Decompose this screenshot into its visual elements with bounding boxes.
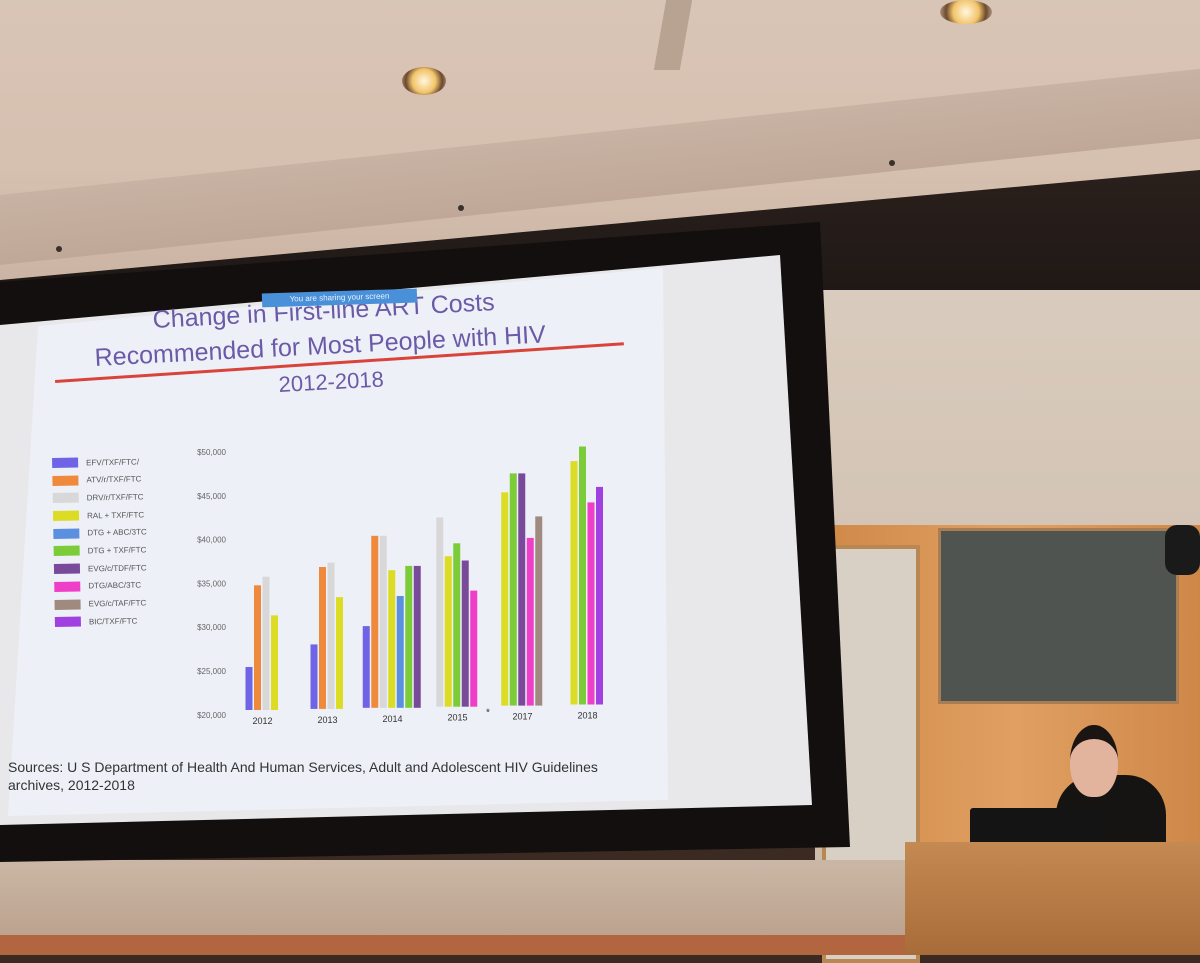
speaker-head	[1070, 725, 1118, 797]
sprinkler	[56, 246, 62, 252]
ceiling-light	[940, 0, 992, 24]
legend-item: EVG/c/TAF/FTC	[54, 595, 194, 611]
legend-swatch	[52, 475, 79, 486]
bar	[436, 517, 444, 707]
legend-label: EFV/TXF/FTC/	[86, 456, 140, 467]
legend-item: RAL + TXF/FTC	[52, 507, 193, 523]
bar	[379, 535, 387, 708]
y-tick-label: $45,000	[197, 492, 226, 501]
y-tick-label: $50,000	[197, 448, 226, 457]
sources-note: Sources: U S Department of Health And Hu…	[8, 758, 648, 794]
bar	[596, 486, 603, 705]
bar	[587, 502, 595, 705]
bar	[444, 556, 452, 707]
legend-label: EVG/c/TDF/FTC	[87, 562, 147, 574]
bar	[362, 626, 370, 708]
glass-window	[938, 528, 1179, 704]
legend-label: BIC/TXF/FTC	[88, 616, 138, 627]
x-tick-label: 2014	[382, 714, 402, 724]
bar	[570, 461, 578, 705]
bar	[245, 667, 253, 710]
bar	[509, 473, 517, 706]
legend-label: DTG + ABC/3TC	[87, 527, 147, 538]
bar	[271, 615, 278, 710]
bar	[470, 590, 478, 707]
bar	[388, 570, 396, 708]
x-tick-label: 2017	[512, 712, 532, 722]
sprinkler	[889, 160, 895, 166]
x-tick-label: 2012	[252, 716, 272, 726]
legend-label: DTG + TXF/FTC	[87, 545, 147, 556]
legend-item: DRV/r/TXF/FTC	[52, 489, 193, 505]
stage-trim	[0, 935, 930, 955]
bar	[461, 560, 469, 707]
bar	[405, 565, 413, 708]
legend-swatch	[53, 545, 80, 557]
legend-item: EVG/c/TDF/FTC	[53, 560, 194, 576]
bar	[396, 596, 404, 708]
ceiling-light	[402, 67, 446, 95]
bar	[310, 644, 318, 709]
y-tick-label: $35,000	[197, 579, 226, 588]
bar-chart: $50,000 $45,000 $40,000 $35,000 $30,000 $25,0…	[197, 446, 603, 726]
legend-item: ATV/r/TXF/FTC	[52, 471, 192, 487]
legend-swatch	[54, 599, 81, 610]
bar	[453, 543, 461, 707]
bar	[336, 597, 343, 709]
legend-label: ATV/r/TXF/FTC	[86, 474, 142, 485]
bar	[319, 567, 326, 709]
bar	[371, 535, 379, 708]
chart-annotation: *	[486, 708, 490, 719]
chart-legend: EFV/TXF/FTC/ATV/r/TXF/FTC DRV/r/TXF/FTC RA…	[52, 454, 195, 633]
legend-label: RAL + TXF/FTC	[86, 509, 145, 520]
slide-title-line3: 2012-2018	[278, 366, 385, 397]
legend-label: DRV/r/TXF/FTC	[86, 492, 144, 503]
y-tick-label: $20,000	[197, 711, 226, 720]
legend-swatch	[53, 563, 81, 575]
legend-swatch	[52, 510, 80, 522]
bar	[526, 537, 534, 706]
legend-swatch	[52, 492, 79, 504]
legend-swatch	[53, 528, 80, 539]
laptop	[970, 808, 1105, 846]
y-tick-label: $30,000	[197, 623, 226, 632]
x-tick-label: 2015	[447, 713, 467, 723]
legend-item: DTG/ABC/3TC	[54, 577, 194, 593]
legend-label: EVG/c/TAF/FTC	[88, 598, 147, 609]
bar	[254, 585, 261, 710]
y-tick-label: $25,000	[197, 667, 226, 676]
x-tick-label: 2018	[577, 711, 597, 721]
bar	[518, 473, 526, 706]
sprinkler	[458, 205, 464, 211]
camera-icon	[1165, 525, 1200, 575]
bar	[413, 565, 421, 708]
sources-line2: archives, 2012-2018	[8, 777, 135, 793]
bar	[262, 576, 270, 710]
podium	[905, 842, 1200, 955]
bar	[535, 516, 543, 706]
legend-item: BIC/TXF/FTC	[54, 613, 195, 629]
bar	[579, 446, 586, 705]
slide	[8, 268, 668, 816]
sources-line1: Sources: U S Department of Health And Hu…	[8, 759, 598, 775]
bar	[327, 562, 335, 709]
y-tick-label: $40,000	[197, 536, 226, 545]
legend-swatch	[52, 457, 79, 468]
legend-item: EFV/TXF/FTC/	[52, 454, 192, 470]
x-tick-label: 2013	[317, 715, 337, 725]
legend-swatch	[54, 581, 81, 592]
legend-item: DTG + TXF/FTC	[53, 542, 194, 558]
legend-label: DTG/ABC/3TC	[88, 580, 142, 591]
legend-item: DTG + ABC/3TC	[53, 524, 193, 540]
legend-swatch	[54, 616, 81, 628]
bar	[501, 492, 509, 706]
